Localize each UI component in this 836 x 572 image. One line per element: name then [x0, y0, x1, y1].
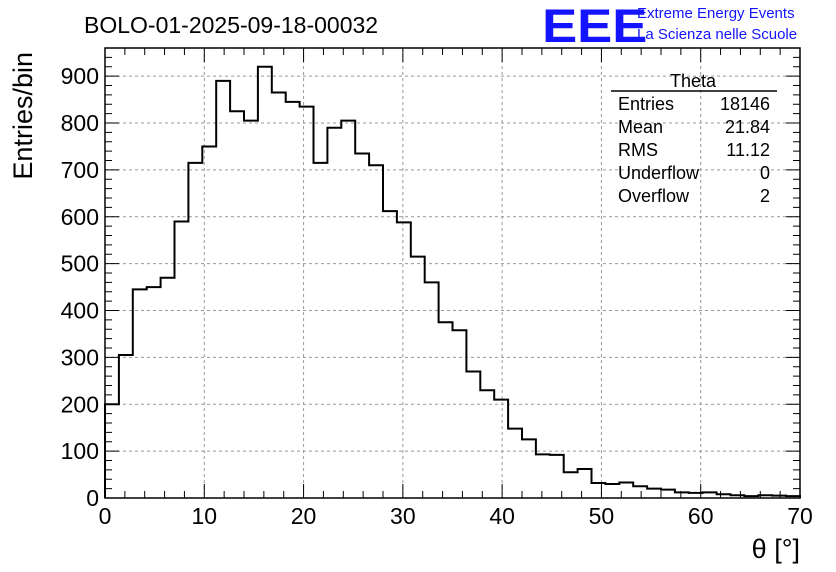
plot-frame [104, 47, 801, 499]
histogram-bin [647, 489, 661, 498]
stats-label: Underflow [618, 163, 700, 183]
histogram-bin [536, 454, 550, 498]
stats-value: 0 [760, 163, 770, 183]
histogram-bin [592, 483, 606, 498]
histogram-bin [703, 492, 717, 498]
x-tick-label: 40 [489, 503, 515, 529]
histogram-bin [161, 278, 175, 498]
histogram-layer [104, 65, 801, 498]
histogram-bin [327, 128, 341, 498]
histogram-bin [133, 289, 147, 498]
logo-line-1: Extreme Energy Events [637, 5, 795, 22]
histogram-bin [175, 221, 189, 498]
x-tick-label: 20 [291, 503, 317, 529]
histogram-bin [341, 121, 355, 498]
y-tick-label: 800 [61, 110, 99, 136]
y-tick-label: 600 [61, 204, 99, 230]
histogram-bin [188, 163, 202, 498]
histogram-bin [605, 484, 619, 498]
stats-label: Mean [618, 117, 663, 137]
stats-value: 21.84 [725, 117, 770, 137]
x-tick-label: 60 [688, 503, 714, 529]
stats-label: Entries [618, 94, 674, 114]
x-axis-label: θ [°] [752, 534, 800, 564]
histogram-bin [425, 282, 439, 498]
histogram-bin [202, 146, 216, 498]
chart-title: BOLO-01-2025-09-18-00032 [84, 12, 378, 38]
stats-value: 2 [760, 186, 770, 206]
x-tick-label: 30 [390, 503, 416, 529]
histogram-outline [104, 65, 801, 498]
histogram-bin [453, 330, 467, 498]
histogram-bin [230, 111, 244, 498]
tick-labels: 0 10 20 30 40 50 60 700100200300400500600700800… [61, 63, 813, 529]
y-tick-label: 0 [86, 485, 99, 511]
histogram-bin [300, 107, 314, 498]
histogram-bin [355, 153, 369, 498]
histogram-bin [147, 287, 161, 498]
logo-line-2: La Scienza nelle Scuole [637, 26, 797, 43]
histogram-bin [216, 81, 230, 498]
axis-ticks [104, 47, 801, 499]
y-tick-label: 700 [61, 157, 99, 183]
histogram-bin [439, 322, 453, 498]
stats-value: 11.12 [726, 140, 770, 160]
stats-label: Overflow [618, 186, 690, 206]
stats-box-name: Theta [670, 71, 717, 91]
y-tick-label: 300 [61, 344, 99, 370]
stats-label: RMS [618, 140, 658, 160]
histogram-bin [578, 469, 592, 498]
histogram-bin [522, 439, 536, 498]
y-tick-label: 400 [61, 298, 99, 324]
histogram-bin [508, 429, 522, 498]
histogram-bin [675, 492, 689, 498]
histogram-bin [258, 67, 272, 498]
histogram-bin [661, 490, 675, 498]
histogram-bin [272, 93, 286, 498]
y-tick-label: 100 [61, 438, 99, 464]
x-tick-label: 70 [787, 503, 813, 529]
histogram-bin [564, 472, 578, 498]
histogram-bin [314, 163, 328, 498]
histogram-bin [383, 211, 397, 498]
histogram-bin [244, 121, 258, 498]
grid-lines [105, 48, 800, 498]
y-tick-label: 500 [61, 251, 99, 277]
x-tick-label: 0 [99, 503, 112, 529]
histogram-bin [286, 102, 300, 498]
y-axis-label: Entries/bin [8, 52, 38, 180]
histogram-bin [411, 257, 425, 498]
stats-rows: Entries 18146 Mean 21.84 RMS 11.12 Underflow 0 O… [618, 94, 770, 206]
x-tick-label: 50 [589, 503, 615, 529]
y-tick-label: 900 [61, 63, 99, 89]
stats-box: Theta Entries 18146 Mean 21.84 RMS 11.12 Under… [611, 71, 777, 206]
stats-value: 18146 [720, 94, 770, 114]
histogram-bin [369, 165, 383, 498]
logo: EEE Extreme Energy Events La Scienza nel… [542, 0, 797, 52]
x-tick-label: 10 [191, 503, 217, 529]
histogram-bin [633, 486, 647, 498]
histogram-bin [480, 390, 494, 498]
histogram-bin [494, 400, 508, 498]
histogram-bin [397, 222, 411, 498]
y-tick-label: 200 [61, 391, 99, 417]
logo-mark: EEE [542, 0, 647, 52]
histogram-bin [119, 355, 133, 498]
histogram-bin [466, 371, 480, 498]
